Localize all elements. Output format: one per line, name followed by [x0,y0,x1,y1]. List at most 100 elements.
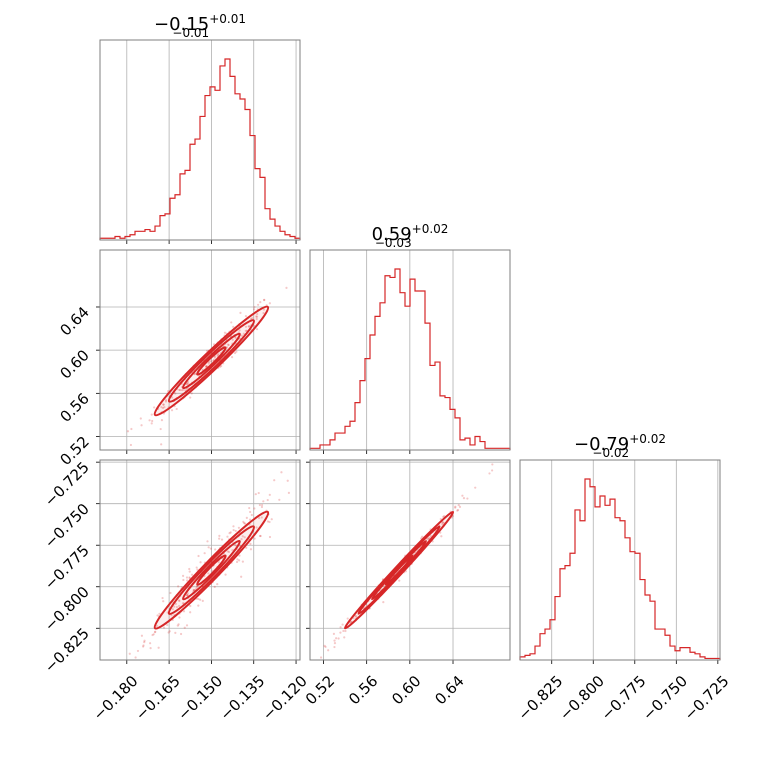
scatter-point [256,312,259,316]
scatter-point [242,520,245,523]
scatter-point [335,637,338,640]
scatter-point [182,578,185,582]
scatter-point [441,521,444,524]
scatter-point [255,315,259,318]
scatter-point [195,566,198,569]
scatter-point [223,331,227,334]
scatter-point [143,639,146,642]
scatter-point [216,583,219,586]
scatter-point [232,325,235,328]
scatter-point [148,419,151,422]
scatter-point [262,311,265,315]
scatter-point [240,334,243,337]
scatter-point [229,531,232,534]
scatter-panel-0-1-frame [99,249,301,451]
scatter-point [234,529,237,533]
scatter-point [287,491,290,494]
scatter-point [156,614,159,617]
scatter-point [466,497,469,500]
histogram-panel-3-frame [519,459,721,661]
scatter-point [259,534,262,538]
scatter-point [179,632,183,636]
scatter-point [217,354,220,357]
scatter-point [260,503,264,507]
scatter-point [220,364,223,367]
scatter-point [189,396,192,399]
scatter-point [342,629,345,633]
scatter-point [268,535,272,539]
scatter-point [207,546,210,549]
scatter-point [158,612,161,615]
scatter-point [188,567,191,571]
scatter-point [244,314,248,318]
y-tick-label: 0.60 [56,346,92,382]
scatter-point [178,616,181,619]
scatter-point [231,338,234,341]
x-tick-label: −0.800 [556,672,608,724]
scatter-point [130,427,133,431]
contour-level [167,319,255,403]
scatter-point [209,547,212,550]
scatter-point [238,554,241,557]
scatter-point [161,406,165,410]
scatter-point [319,656,323,659]
scatter-point [454,505,457,508]
scatter-point [140,634,144,637]
scatter-point [186,579,189,582]
contour-level [182,332,241,390]
scatter-point [153,406,156,409]
scatter-point [234,544,237,547]
scatter-point [126,430,130,433]
scatter-point [174,392,177,395]
panel-title-2: 0.59+0.02 −0.03 [372,222,449,250]
scatter-point [244,325,248,328]
scatter-point [327,649,330,652]
scatter-point [333,642,337,645]
scatter-point [254,493,257,496]
scatter-point [142,645,145,648]
scatter-point [182,610,186,613]
scatter-point [128,652,131,655]
scatter-point [270,518,273,521]
scatter-point [333,639,336,642]
scatter-point [129,443,133,447]
scatter-point [213,356,216,359]
scatter-point [214,548,217,551]
scatter-point [457,503,460,507]
x-tick-label: −0.150 [174,672,226,724]
scatter-point [244,329,247,332]
x-tick-label: −0.135 [217,672,269,724]
scatter-point [185,593,188,597]
scatter-point [245,546,248,549]
scatter-point [197,554,200,558]
scatter-point [441,521,444,524]
y-tick-label: −0.825 [41,624,93,676]
scatter-point [355,615,358,618]
scatter-point [238,329,241,332]
scatter-point [162,600,165,603]
scatter-content [128,471,303,659]
histogram-panel-1: −0.15+0.01 −0.01 [99,12,301,244]
scatter-point [199,561,202,564]
scatter-point [196,585,199,588]
scatter-point [220,538,224,541]
scatter-point [324,645,327,648]
scatter-panel-0-1 [96,250,300,454]
scatter-point [258,534,262,538]
scatter-point [249,542,252,545]
scatter-point [149,642,152,645]
scatter-point [213,585,216,588]
scatter-point [226,550,229,553]
scatter-point [139,417,142,420]
scatter-point [204,365,208,369]
x-tick-label: 0.56 [345,672,381,708]
scatter-point [203,552,206,555]
scatter-panel-0-2-frame [99,459,301,661]
scatter-point [233,351,237,355]
scatter-point [142,644,145,647]
scatter-point [188,576,191,579]
scatter-point [179,388,182,392]
scatter-point [185,624,189,627]
contour-level [153,510,270,630]
scatter-point [301,490,303,492]
